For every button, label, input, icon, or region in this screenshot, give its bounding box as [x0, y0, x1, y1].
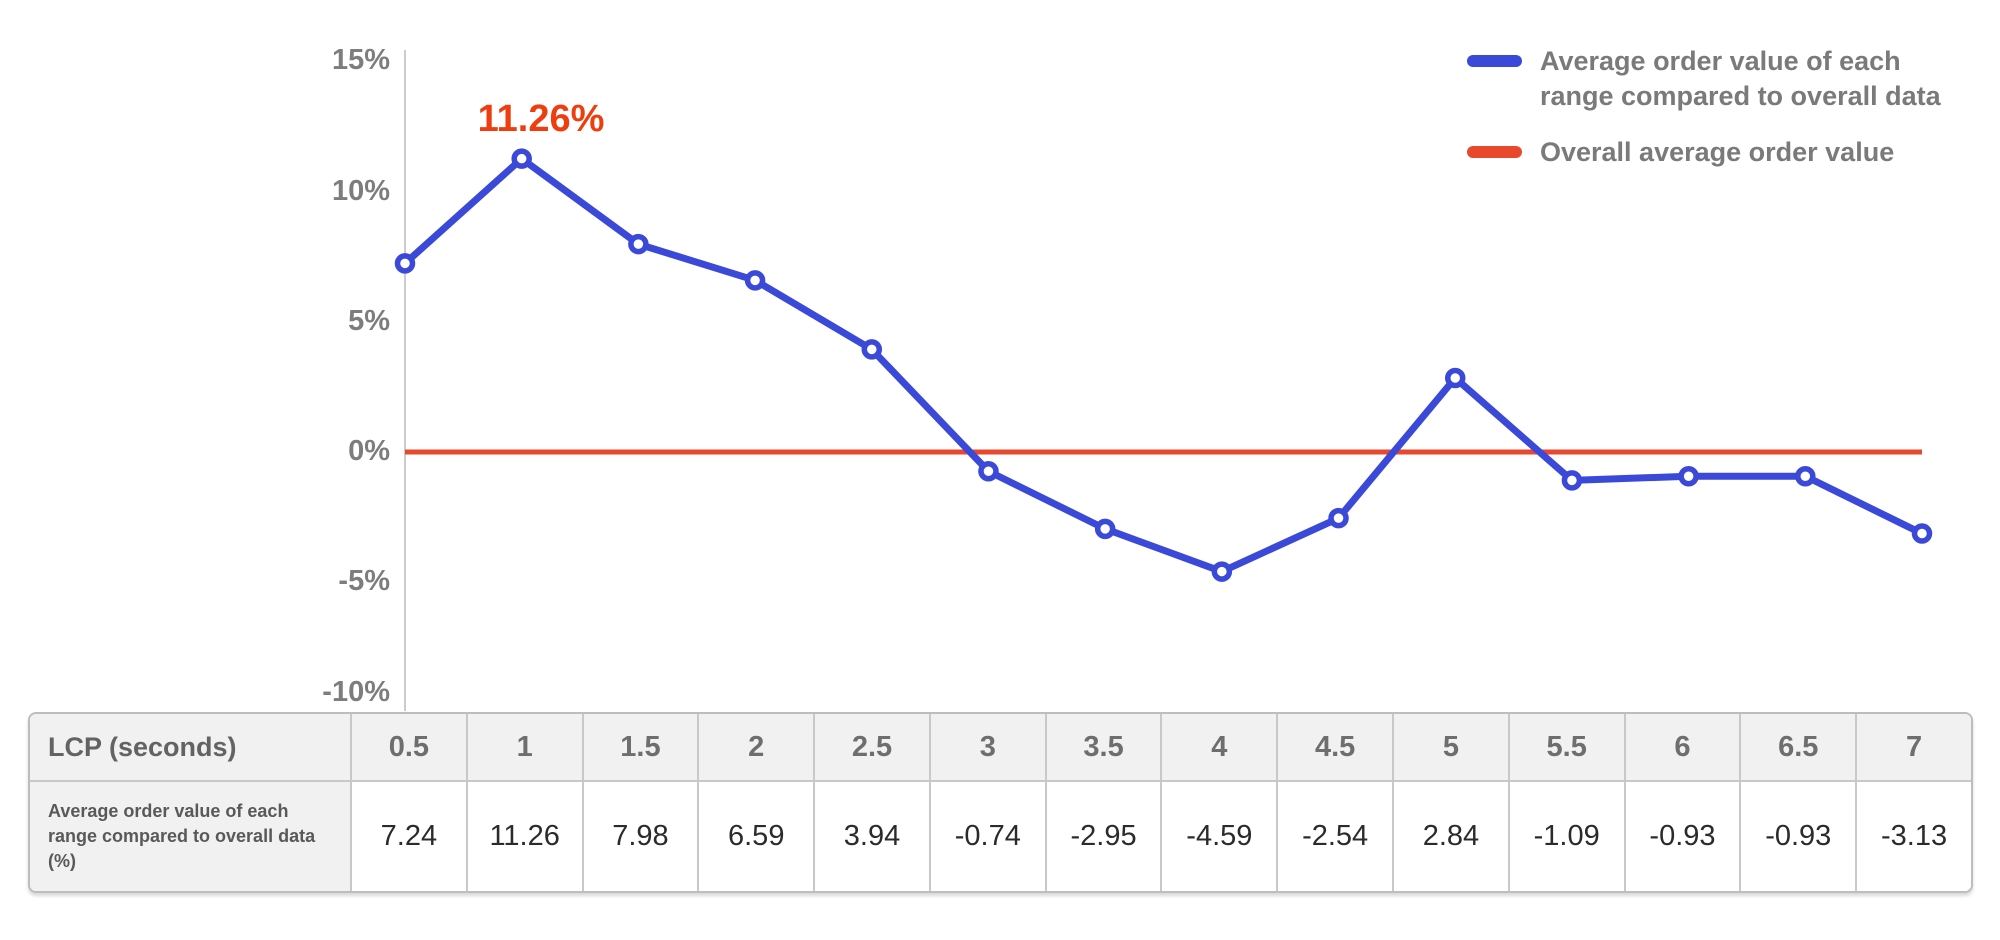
aov-value-cell: -4.59 — [1162, 782, 1279, 891]
lcp-value-header: 1.5 — [583, 714, 700, 780]
aov-value-cell: 2.84 — [1394, 782, 1510, 891]
lcp-value-header: 0.5 — [352, 714, 468, 780]
data-point-marker — [1211, 561, 1233, 582]
legend-label-overall: Overall average order value — [1540, 137, 1895, 167]
aov-value-cell: -2.95 — [1046, 782, 1163, 891]
aov-value-cell: 3.94 — [815, 782, 931, 891]
data-point-marker — [978, 461, 999, 482]
data-point-marker — [744, 270, 766, 291]
data-point-marker — [1678, 465, 1699, 487]
aov-value-cell: -2.54 — [1278, 782, 1395, 891]
data-point-marker — [1795, 465, 1816, 487]
data-table: LCP (seconds) 0.5 1 1.5 2 2.5 3 3.5 4 4.5 5 5.5 6 6.… — [28, 712, 1973, 893]
data-point-marker — [628, 233, 649, 255]
lcp-value-header: 2 — [699, 714, 816, 780]
aov-row-header: Average order value of each range compar… — [30, 782, 352, 891]
lcp-value-header: 3 — [930, 714, 1047, 780]
aov-value-cell: 7.24 — [352, 782, 468, 891]
aov-value-cell: 6.59 — [699, 782, 816, 891]
data-point-marker — [861, 339, 883, 360]
data-point-marker — [511, 148, 532, 169]
y-axis-tick-label: 15% — [331, 44, 390, 77]
line-chart-plot — [394, 50, 1933, 711]
lcp-value-header: 3.5 — [1046, 714, 1163, 780]
data-point-marker — [1094, 518, 1116, 540]
data-point-marker — [1328, 507, 1349, 529]
aov-line — [401, 155, 1926, 576]
y-axis-tick-label: -10% — [322, 676, 390, 708]
lcp-value-header: 6 — [1625, 714, 1742, 780]
legend-item-overall: Overall average order value — [1467, 135, 1987, 170]
aov-value-cell: 11.26 — [467, 782, 584, 891]
chart-legend: Average order value of each range compar… — [1467, 44, 1987, 191]
y-axis-tick-label: 0% — [348, 435, 390, 467]
lcp-value-header: 5 — [1394, 714, 1510, 780]
lcp-value-header: 2.5 — [815, 714, 931, 780]
legend-label-aov: Average order value of each range compar… — [1540, 46, 1941, 111]
lcp-value-header: 6.5 — [1741, 714, 1858, 780]
peak-value-annotation: 11.26% — [477, 98, 605, 140]
aov-value-cell: -3.13 — [1857, 782, 1971, 891]
table-values-row: Average order value of each range compar… — [30, 782, 1971, 891]
data-point-marker — [1911, 523, 1933, 544]
aov-value-cell: -0.74 — [930, 782, 1047, 891]
aov-value-cell: -1.09 — [1509, 782, 1626, 891]
y-axis-tick-label: 10% — [331, 174, 390, 207]
data-point-marker — [394, 253, 416, 274]
aov-value-cell: -0.93 — [1741, 782, 1858, 891]
y-axis-tick-label: -5% — [338, 565, 390, 598]
lcp-value-header: 4.5 — [1278, 714, 1395, 780]
y-axis-tick-label: 5% — [348, 304, 390, 337]
data-point-marker — [1561, 470, 1583, 491]
table-header-row: LCP (seconds) 0.5 1 1.5 2 2.5 3 3.5 4 4.5 5 5.5 6 6.… — [30, 714, 1971, 782]
aov-value-cell: 7.98 — [583, 782, 700, 891]
legend-item-aov: Average order value of each range compar… — [1467, 44, 1987, 114]
lcp-value-header: 7 — [1857, 714, 1971, 780]
lcp-row-header: LCP (seconds) — [30, 714, 352, 780]
legend-swatch-overall-icon — [1467, 146, 1522, 158]
lcp-value-header: 4 — [1162, 714, 1279, 780]
lcp-value-header: 5.5 — [1509, 714, 1626, 780]
lcp-value-header: 1 — [467, 714, 584, 780]
data-point-marker — [1444, 367, 1466, 389]
legend-swatch-aov-icon — [1467, 55, 1522, 67]
aov-value-cell: -0.93 — [1625, 782, 1742, 891]
